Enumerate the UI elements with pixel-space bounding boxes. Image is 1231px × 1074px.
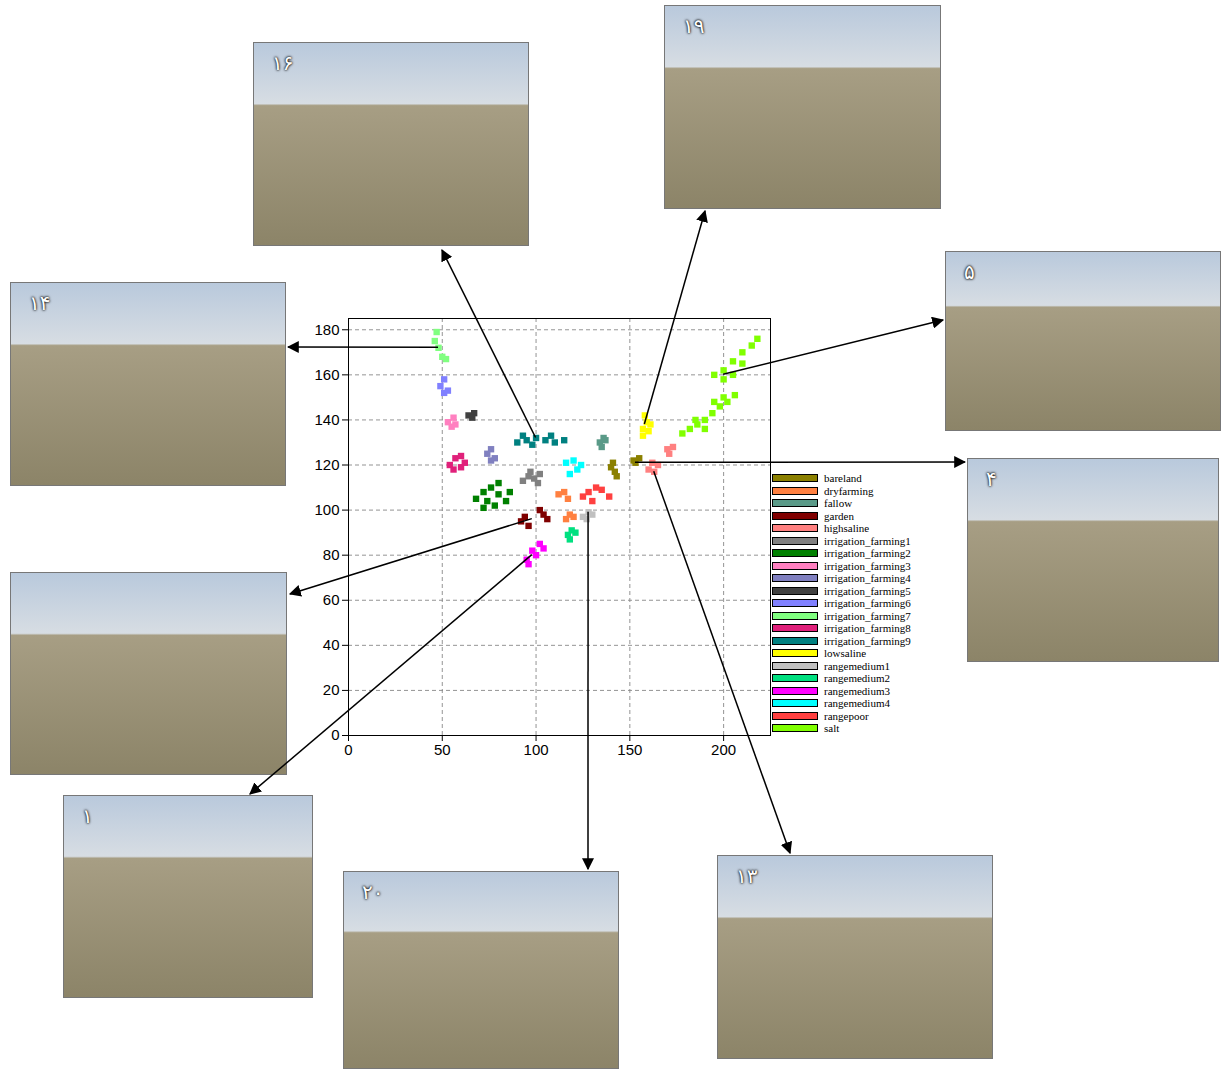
html-text:garden: garden	[824, 509, 854, 522]
svg-text:40: 40	[323, 636, 340, 653]
html-text:irrigation_farming1: irrigation_farming1	[824, 534, 911, 547]
html-text:fallow: fallow	[824, 497, 853, 510]
svg-text:60: 60	[323, 591, 340, 608]
html-text:۱۴: ۱۴	[29, 291, 51, 315]
svg-text:80: 80	[323, 546, 340, 563]
svg-text:200: 200	[711, 741, 736, 758]
html-text:irrigation_farming3: irrigation_farming3	[824, 559, 911, 572]
html-text:highsaline: highsaline	[824, 522, 870, 535]
html-text:۲۰: ۲۰	[362, 880, 384, 904]
svg-text:0: 0	[331, 726, 339, 743]
html-text:irrigation_farming6: irrigation_farming6	[824, 597, 911, 610]
svg-text:50: 50	[434, 741, 451, 758]
html-text:irrigation_farming4: irrigation_farming4	[824, 572, 911, 585]
html-text:۴: ۴	[986, 467, 997, 491]
html-text:irrigation_farming8: irrigation_farming8	[824, 622, 911, 635]
svg-text:140: 140	[314, 411, 339, 428]
html-text:bareland: bareland	[824, 472, 862, 485]
html-text:۱۶: ۱۶	[272, 51, 294, 75]
svg-text:120: 120	[314, 456, 339, 473]
svg-text:150: 150	[617, 741, 642, 758]
html-text:rangepoor: rangepoor	[824, 709, 869, 722]
html-text:irrigation_farming2: irrigation_farming2	[824, 547, 911, 560]
html-text:irrigation_farming5: irrigation_farming5	[824, 584, 911, 597]
html-text:۱۹: ۱۹	[683, 14, 705, 38]
html-text:salt: salt	[824, 722, 840, 735]
svg-text:100: 100	[314, 501, 339, 518]
html-text:irrigation_farming9: irrigation_farming9	[824, 634, 911, 647]
html-text:rangemedium2: rangemedium2	[824, 672, 890, 685]
html-text:۱: ۱	[82, 804, 93, 828]
svg-text:160: 160	[314, 366, 339, 383]
svg-text:180: 180	[314, 321, 339, 338]
html-text:۵: ۵	[964, 260, 975, 284]
html-text:rangemedium1: rangemedium1	[824, 659, 890, 672]
svg-text:20: 20	[323, 681, 340, 698]
svg-text:100: 100	[524, 741, 549, 758]
html-text:۱۳: ۱۳	[736, 864, 758, 888]
html-text:dryfarming: dryfarming	[824, 484, 874, 497]
svg-text:0: 0	[344, 741, 352, 758]
html-text:rangemedium3: rangemedium3	[824, 684, 890, 697]
html-text:lowsaline: lowsaline	[824, 647, 867, 660]
html-text:irrigation_farming7: irrigation_farming7	[824, 609, 911, 622]
html-text:rangemedium4: rangemedium4	[824, 697, 890, 710]
